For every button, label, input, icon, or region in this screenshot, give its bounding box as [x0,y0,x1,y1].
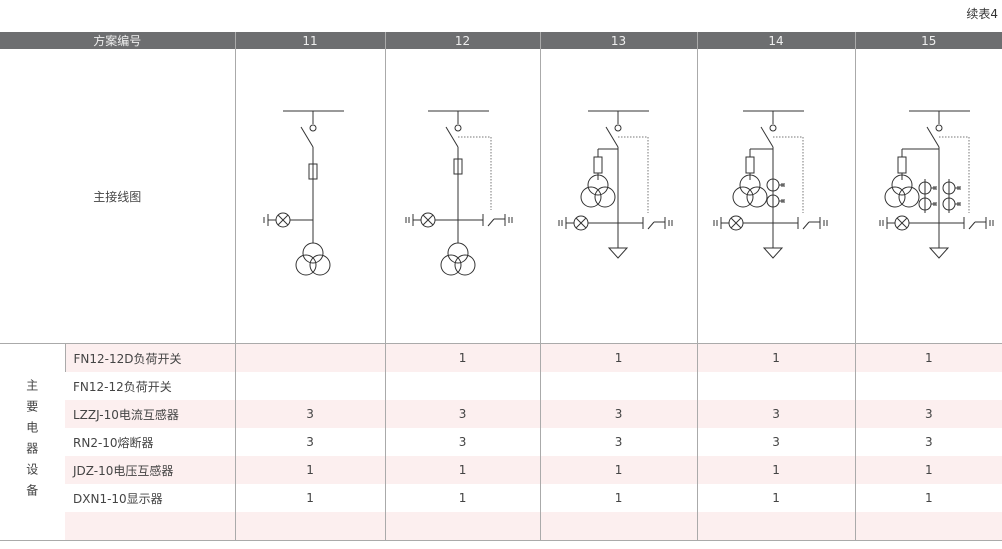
scheme-13: 13 [539,32,698,49]
quantity-cell [539,512,698,541]
quantity-cell: 1 [854,484,1002,512]
diagram-15 [854,49,1002,344]
scheme-12: 12 [384,32,541,49]
quantity-cell [696,512,856,541]
equipment-name: FN12-12负荷开关 [73,379,172,394]
table-row: DXN1-10显示器 1 1 1 1 1 [0,484,1002,512]
equipment-name: FN12-12D负荷开关 [64,343,236,372]
diagram-12 [384,49,541,344]
scheme-11: 11 [234,32,386,49]
table-row: JDZ-10电压互感器 1 1 1 1 1 [0,456,1002,484]
equipment-name: JDZ-10电压互感器 [65,456,236,484]
quantity-cell [854,372,1002,400]
continued-label: 续表4 [966,7,998,21]
quantity-cell: 3 [539,400,698,428]
quantity-cell: 1 [854,456,1002,484]
quantity-cell: 3 [854,428,1002,456]
quantity-cell [384,372,541,400]
quantity-cell: 1 [539,343,698,372]
equipment-name: RN2-10熔断器 [73,435,154,450]
diagram-14 [696,49,856,344]
scheme-number-label: 方案编号 [0,32,236,49]
scheme-table: 方案编号 11 12 13 14 15 主接线图 主要电器设备 FN12-12D负… [0,32,1002,541]
quantity-cell: 3 [234,428,386,456]
quantity-cell: 3 [854,400,1002,428]
quantity-cell: 3 [384,400,541,428]
quantity-cell [539,372,698,400]
quantity-cell [234,372,386,400]
quantity-cell: 3 [696,428,856,456]
table-row [0,512,1002,541]
diagram-11 [234,49,386,344]
quantity-cell: 1 [539,456,698,484]
quantity-cell: 1 [696,484,856,512]
quantity-cell: 1 [234,456,386,484]
quantity-cell: 1 [384,484,541,512]
quantity-cell: 3 [384,428,541,456]
quantity-cell: 1 [696,343,856,372]
quantity-cell [696,372,856,400]
quantity-cell: 1 [539,484,698,512]
table-row: LZZJ-10电流互感器 3 3 3 3 3 [0,400,1002,428]
group-label: 主要电器设备 [0,343,65,541]
quantity-cell: 3 [539,428,698,456]
quantity-cell: 1 [384,456,541,484]
quantity-cell: 1 [234,484,386,512]
quantity-cell: 1 [854,343,1002,372]
diagram-row: 主接线图 [0,49,1002,344]
equipment-name: LZZJ-10电流互感器 [65,400,236,428]
scheme-14: 14 [696,32,856,49]
header-row: 方案编号 11 12 13 14 15 [0,32,1002,49]
table-row: FN12-12负荷开关 [0,372,1002,400]
quantity-cell: 1 [384,343,541,372]
scheme-15: 15 [854,32,1002,49]
quantity-cell [384,512,541,541]
table-row: 主要电器设备 FN12-12D负荷开关 1 1 1 1 [0,343,1002,541]
diagram-13 [539,49,698,344]
quantity-cell [854,512,1002,541]
quantity-cell: 3 [234,400,386,428]
equipment-name: DXN1-10显示器 [73,491,163,506]
equipment-name [65,512,236,541]
quantity-cell: 3 [696,400,856,428]
quantity-cell: 1 [696,456,856,484]
quantity-cell [234,512,386,541]
diagram-row-label: 主接线图 [0,49,236,344]
table-row: RN2-10熔断器 3 3 3 3 3 [0,428,1002,456]
quantity-cell [234,343,386,372]
